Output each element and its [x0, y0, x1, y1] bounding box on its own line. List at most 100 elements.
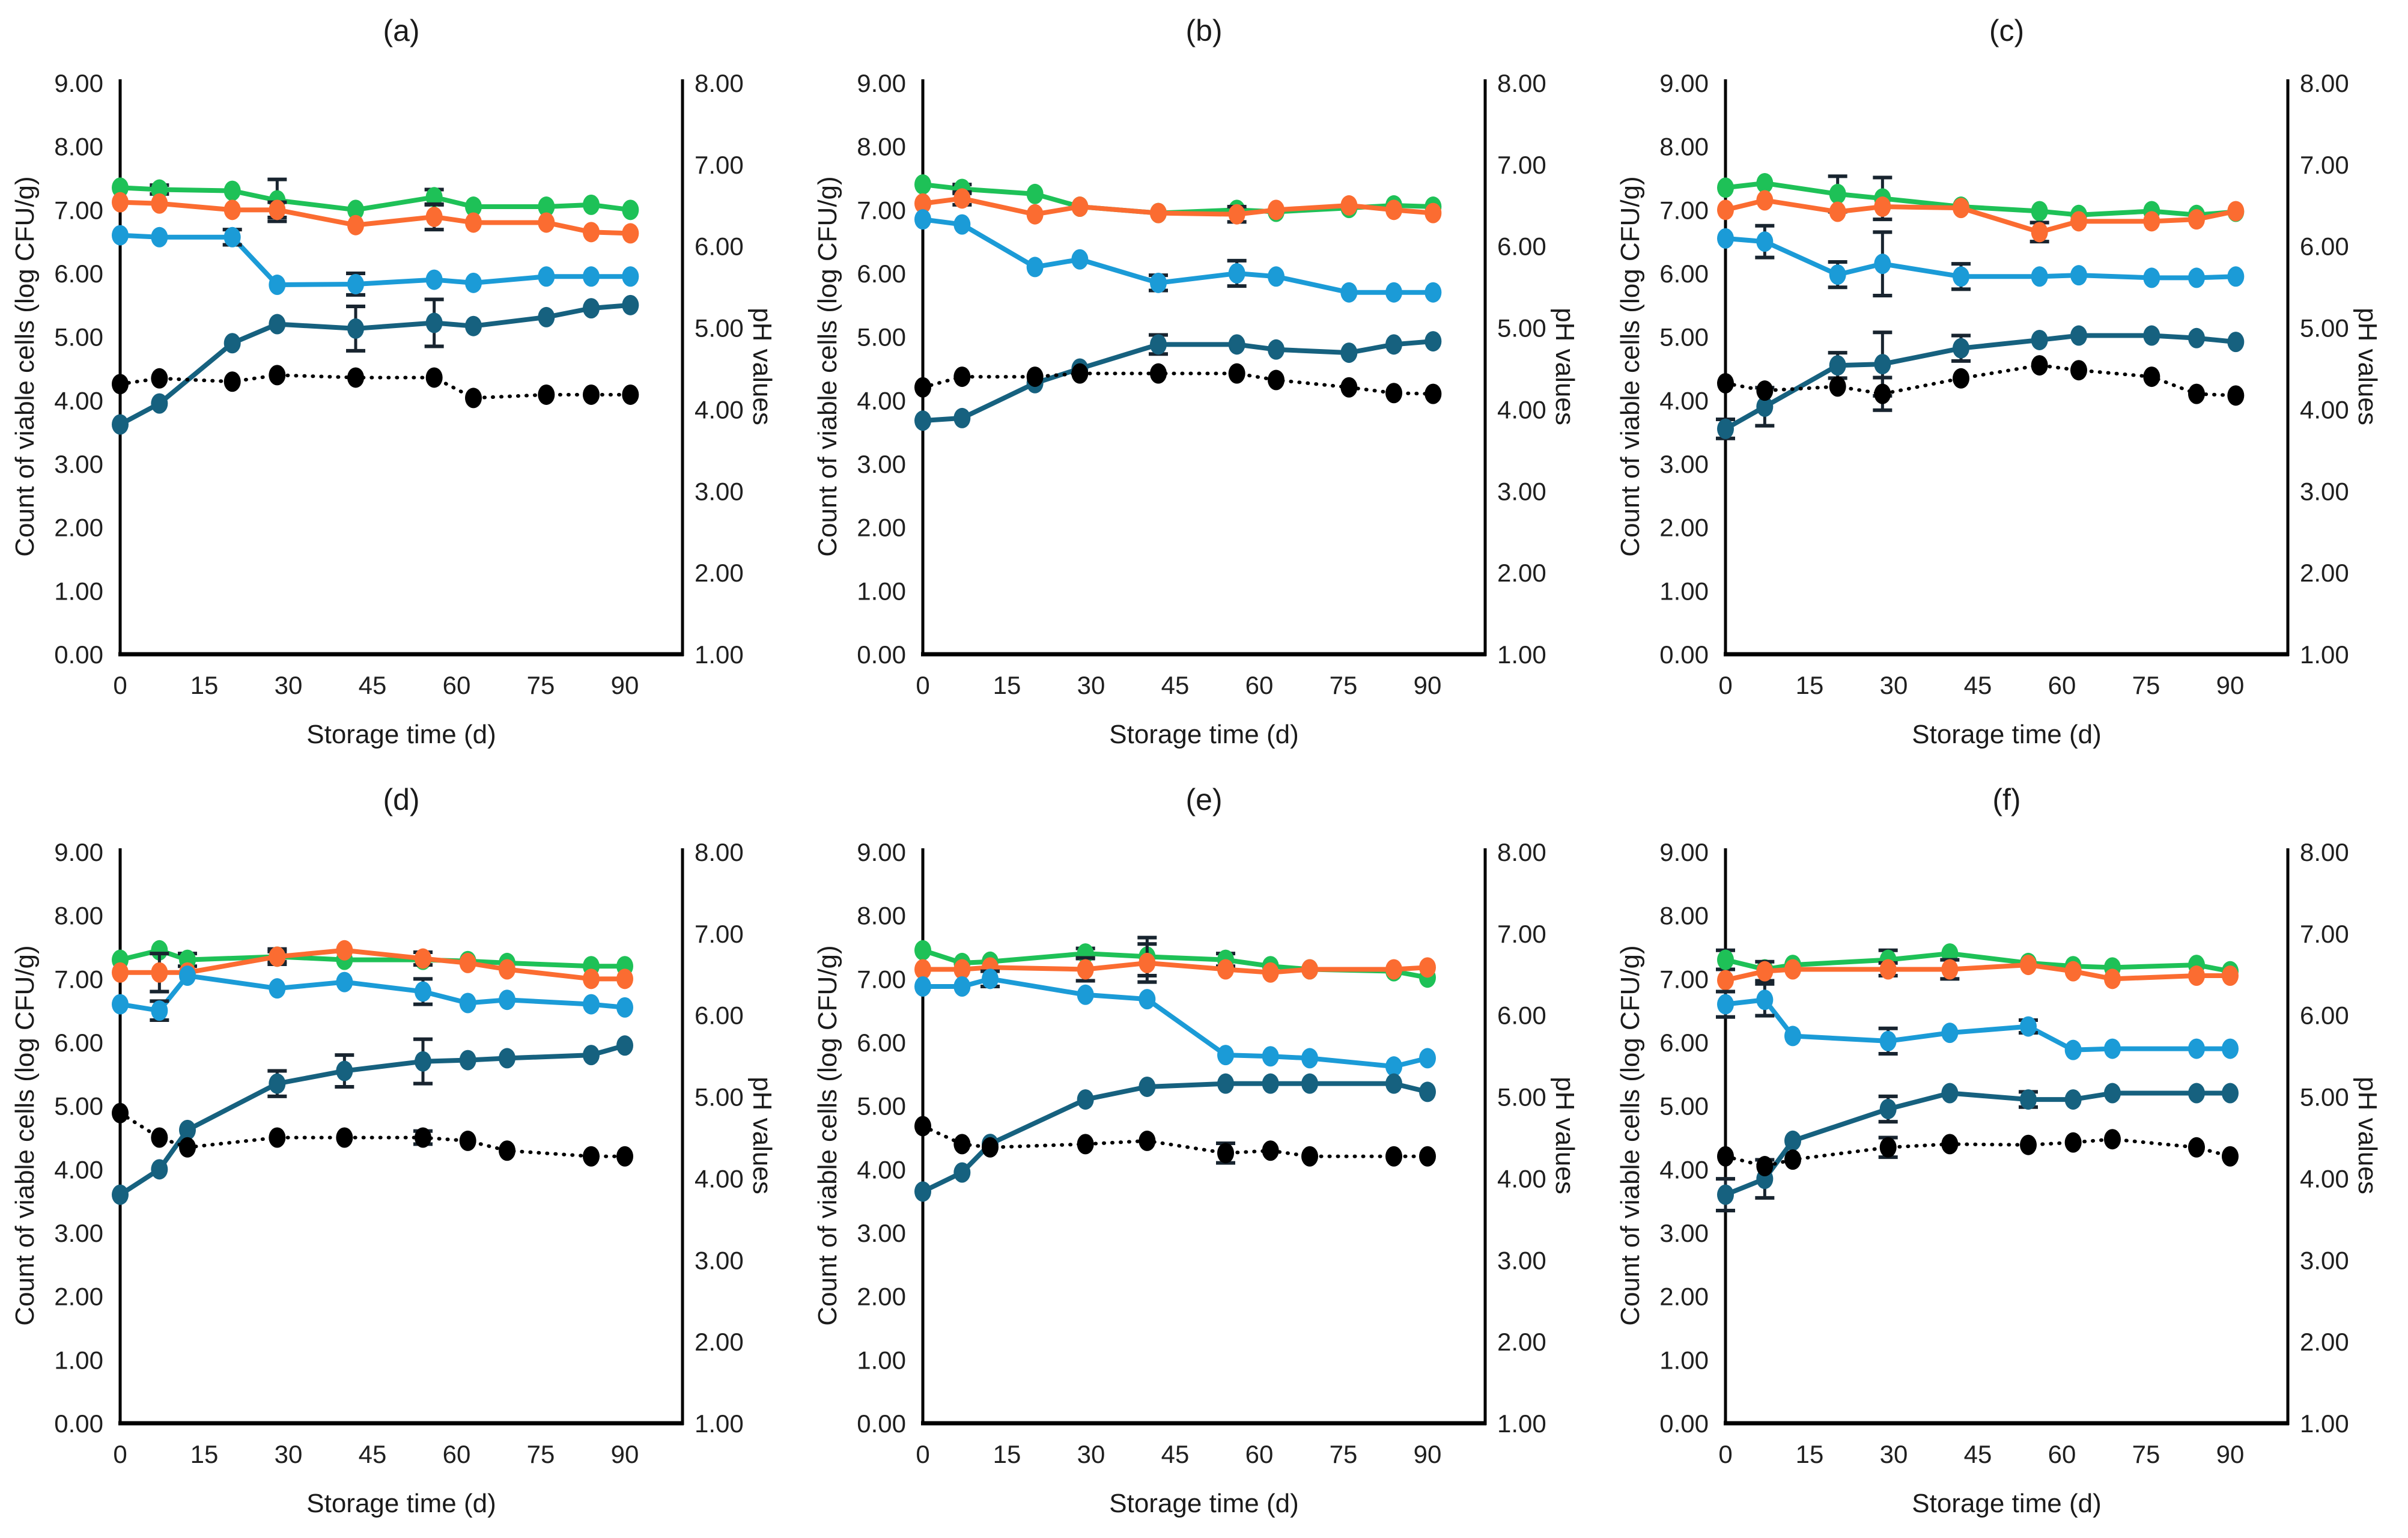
- svg-text:15: 15: [190, 1440, 219, 1468]
- series-orange: [914, 942, 1436, 984]
- series-orange-markers: [914, 952, 1436, 983]
- chart-canvas-b: 9.00 8.00 7.00 6.00 5.00 4.00 3.00 2.00 1.00 0.00…: [857, 69, 1546, 699]
- panel-title-d: (d): [383, 783, 420, 816]
- svg-text:0: 0: [1718, 671, 1732, 699]
- svg-text:6.00: 6.00: [1497, 1002, 1546, 1030]
- x-axis-tick-labels: 0 15 30 45 60 75 90: [1718, 671, 2244, 699]
- series-green-line: [1723, 951, 2233, 974]
- svg-text:2.00: 2.00: [857, 1283, 906, 1311]
- svg-text:5.00: 5.00: [857, 1092, 906, 1120]
- svg-text:5.00: 5.00: [695, 314, 744, 342]
- svg-text:90: 90: [2216, 1440, 2245, 1468]
- svg-text:9.00: 9.00: [857, 838, 906, 866]
- chart-canvas-f: 9.00 8.00 7.00 6.00 5.00 4.00 3.00 2.00 1.00 0.00…: [1659, 838, 2349, 1468]
- y-axis-right-tick-labels: 8.00 7.00 6.00 5.00 4.00 3.00 2.00 1.00: [695, 838, 744, 1438]
- x-axis-tick-labels: 0 15 30 45 60 75 90: [916, 1440, 1441, 1468]
- panel-title-e: (e): [1185, 783, 1223, 816]
- series-green-line: [118, 185, 633, 213]
- svg-text:2.00: 2.00: [1659, 1283, 1709, 1311]
- series-pH-markers: [1717, 1129, 2239, 1177]
- svg-text:60: 60: [2048, 1440, 2076, 1468]
- series-pH-line: [921, 1124, 1429, 1158]
- svg-text:1.00: 1.00: [2300, 640, 2349, 669]
- panel-title-f: (f): [1992, 783, 2021, 816]
- svg-text:8.00: 8.00: [1659, 133, 1709, 161]
- svg-text:6.00: 6.00: [857, 1029, 906, 1057]
- series-pH: [914, 363, 1442, 404]
- series-light_blue-line: [118, 973, 627, 1014]
- svg-text:7.00: 7.00: [695, 920, 744, 948]
- series-pH: [112, 365, 639, 409]
- svg-text:1.00: 1.00: [1659, 1346, 1709, 1374]
- svg-text:15: 15: [1796, 1440, 1824, 1468]
- series-orange-line: [1723, 198, 2239, 235]
- svg-text:7.00: 7.00: [857, 965, 906, 993]
- svg-text:30: 30: [1880, 671, 1908, 699]
- svg-text:7.00: 7.00: [1659, 965, 1709, 993]
- svg-text:60: 60: [443, 671, 471, 699]
- series-light_blue-line: [1723, 997, 2233, 1053]
- svg-text:3.00: 3.00: [1497, 1246, 1546, 1274]
- svg-text:45: 45: [1161, 1440, 1190, 1468]
- series-dark_blue-markers: [112, 294, 639, 435]
- svg-text:9.00: 9.00: [857, 69, 906, 97]
- svg-text:3.00: 3.00: [54, 450, 103, 478]
- svg-text:15: 15: [993, 1440, 1021, 1468]
- svg-text:7.00: 7.00: [54, 196, 103, 224]
- svg-text:60: 60: [1245, 671, 1274, 699]
- svg-text:0.00: 0.00: [54, 640, 103, 669]
- svg-text:60: 60: [2048, 671, 2076, 699]
- series-pH: [112, 1102, 633, 1167]
- series-pH-line: [118, 1111, 627, 1158]
- svg-text:0.00: 0.00: [857, 640, 906, 669]
- svg-text:4.00: 4.00: [2300, 1164, 2349, 1193]
- x-axis-tick-labels: 0 15 30 45 60 75 90: [916, 671, 1441, 699]
- y-axis-right-tick-labels: 8.00 7.00 6.00 5.00 4.00 3.00 2.00 1.00: [1497, 838, 1546, 1438]
- svg-text:2.00: 2.00: [1497, 1328, 1546, 1356]
- y-axis-right-tick-labels: 8.00 7.00 6.00 5.00 4.00 3.00 2.00 1.00: [1497, 69, 1546, 669]
- svg-text:5.00: 5.00: [2300, 314, 2349, 342]
- series-orange-line: [118, 947, 627, 982]
- svg-text:30: 30: [275, 671, 303, 699]
- series-dark_blue: [914, 331, 1442, 431]
- series-light_blue: [112, 965, 633, 1023]
- series-pH-markers: [914, 363, 1442, 404]
- svg-text:8.00: 8.00: [1497, 69, 1546, 97]
- series-dark_blue-line: [920, 1081, 1430, 1194]
- x-axis-title: Storage time (d): [1109, 1489, 1299, 1518]
- svg-text:30: 30: [1077, 1440, 1105, 1468]
- svg-text:90: 90: [1414, 671, 1442, 699]
- svg-text:75: 75: [527, 1440, 555, 1468]
- svg-text:75: 75: [1330, 671, 1358, 699]
- y-axis-left-tick-labels: 9.00 8.00 7.00 6.00 5.00 4.00 3.00 2.00 1.00 0.00: [54, 838, 103, 1438]
- series-dark_blue-line: [920, 339, 1436, 424]
- y-axis-left-tick-labels: 9.00 8.00 7.00 6.00 5.00 4.00 3.00 2.00 1.00 0.00: [1659, 838, 1709, 1438]
- series-light_blue: [914, 209, 1442, 303]
- series-dark_blue: [1716, 1083, 2239, 1213]
- svg-text:75: 75: [2132, 671, 2160, 699]
- series-light_blue-line: [920, 217, 1436, 295]
- series-dark_blue: [1716, 325, 2245, 440]
- svg-text:4.00: 4.00: [1497, 395, 1546, 424]
- svg-text:7.00: 7.00: [2300, 920, 2349, 948]
- series-light_blue-markers: [112, 225, 639, 296]
- svg-text:1.00: 1.00: [695, 640, 744, 669]
- series-dark_blue-line: [118, 302, 633, 427]
- svg-text:30: 30: [1077, 671, 1105, 699]
- series-light_blue-error-bars: [1755, 223, 1971, 297]
- svg-text:5.00: 5.00: [1659, 1092, 1709, 1120]
- panel-title-c: (c): [1989, 14, 2025, 47]
- panel-c: (c) Count of viable cells (log CFU/g) pH…: [1605, 0, 2408, 769]
- svg-text:5.00: 5.00: [695, 1083, 744, 1111]
- svg-text:30: 30: [1880, 1440, 1908, 1468]
- svg-text:2.00: 2.00: [2300, 559, 2349, 587]
- axes: [118, 79, 684, 657]
- y-axis-right-tick-labels: 8.00 7.00 6.00 5.00 4.00 3.00 2.00 1.00: [2300, 69, 2349, 669]
- series-light_blue-line: [920, 976, 1430, 1069]
- series-orange-line: [118, 199, 633, 236]
- series-dark_blue-markers: [914, 1073, 1436, 1202]
- svg-text:3.00: 3.00: [1497, 477, 1546, 505]
- series-pH-markers: [1717, 355, 2245, 406]
- svg-text:8.00: 8.00: [2300, 838, 2349, 866]
